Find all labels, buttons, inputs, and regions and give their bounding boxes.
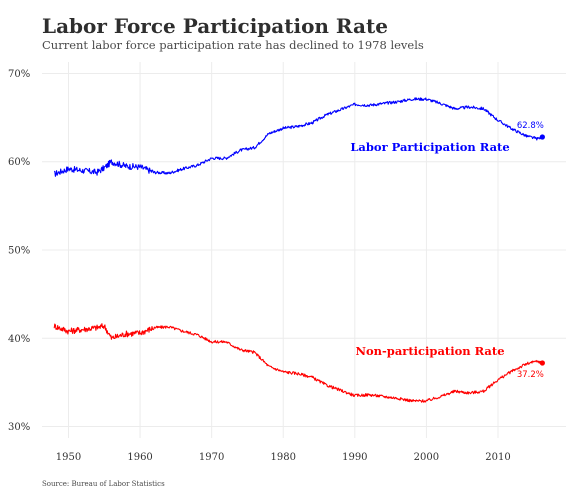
x-tick-label: 2000 xyxy=(414,452,439,463)
x-tick-label: 1970 xyxy=(199,452,224,463)
series-end-point xyxy=(539,360,545,366)
series-end-value-label: 62.8% xyxy=(517,121,544,131)
series-labels: 62.8% Labor Participation Rate 37.2% Non-pa… xyxy=(350,121,544,380)
chart-subtitle: Current labor force participation rate h… xyxy=(42,38,424,52)
x-tick-label: 1950 xyxy=(56,452,81,463)
x-tick-label: 1990 xyxy=(342,452,367,463)
x-tick-label: 1960 xyxy=(127,452,152,463)
source-note: Source: Bureau of Labor Statistics xyxy=(42,480,165,488)
series-lines xyxy=(53,97,545,403)
series-line xyxy=(53,97,543,177)
y-tick-label: 70% xyxy=(8,69,30,80)
chart-title: Labor Force Participation Rate xyxy=(42,14,388,38)
x-tick-label: 1980 xyxy=(271,452,296,463)
series-name-label: Labor Participation Rate xyxy=(350,140,509,154)
series-name-label: Non-participation Rate xyxy=(355,344,504,358)
series-end-point xyxy=(539,134,545,140)
series-line xyxy=(53,323,543,403)
y-tick-label: 40% xyxy=(8,334,30,345)
axis-tick-labels: 30% 40% 50% 60% 70% 1950 1960 1970 1980 1990 2000 2… xyxy=(8,69,511,463)
series-end-value-label: 37.2% xyxy=(517,370,544,380)
x-tick-label: 2010 xyxy=(485,452,510,463)
y-tick-label: 50% xyxy=(8,246,30,257)
y-tick-label: 30% xyxy=(8,422,30,433)
grid-lines xyxy=(42,62,566,438)
y-tick-label: 60% xyxy=(8,157,30,168)
